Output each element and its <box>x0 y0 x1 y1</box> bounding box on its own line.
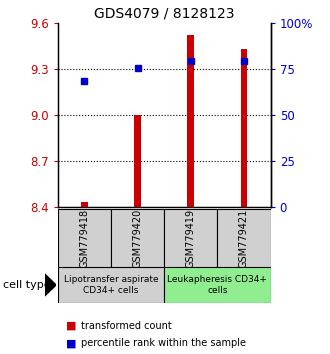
Text: ■: ■ <box>66 338 77 348</box>
Text: Leukapheresis CD34+
cells: Leukapheresis CD34+ cells <box>167 275 267 295</box>
Text: GSM779421: GSM779421 <box>239 209 249 268</box>
Bar <box>164 267 271 303</box>
Text: ■: ■ <box>66 321 77 331</box>
Text: GSM779418: GSM779418 <box>79 209 89 268</box>
Bar <box>187 35 194 207</box>
Bar <box>58 209 111 267</box>
Text: cell type: cell type <box>3 280 51 290</box>
Bar <box>111 209 164 267</box>
Polygon shape <box>45 274 56 296</box>
Bar <box>164 209 217 267</box>
Bar <box>241 49 248 207</box>
Bar <box>217 209 271 267</box>
Text: GSM779419: GSM779419 <box>186 209 196 268</box>
Bar <box>134 115 141 207</box>
Bar <box>58 267 164 303</box>
Text: Lipotransfer aspirate
CD34+ cells: Lipotransfer aspirate CD34+ cells <box>64 275 158 295</box>
Bar <box>81 202 88 207</box>
Text: transformed count: transformed count <box>81 321 172 331</box>
Text: percentile rank within the sample: percentile rank within the sample <box>81 338 246 348</box>
Text: GSM779420: GSM779420 <box>133 209 143 268</box>
Title: GDS4079 / 8128123: GDS4079 / 8128123 <box>94 6 234 21</box>
